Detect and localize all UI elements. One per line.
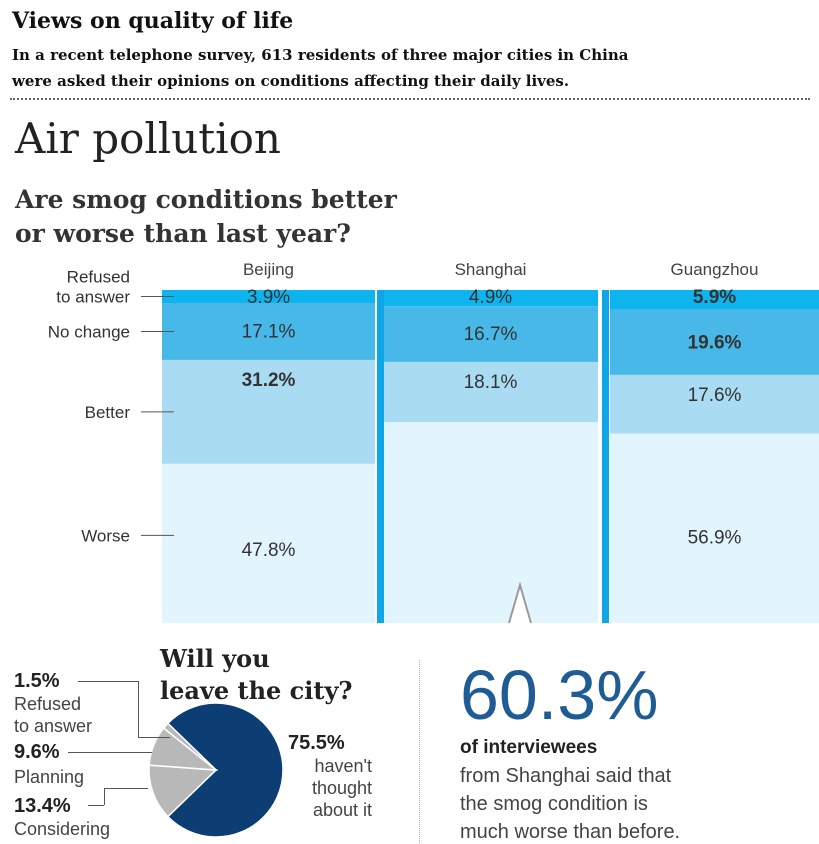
pie-label-considering-value: 13.4% <box>14 795 71 817</box>
bar-value-label-shanghai-2: 18.1% <box>464 372 518 393</box>
bar-value-label-beijing-2: 31.2% <box>242 370 296 391</box>
pie-leader-line-refused-end <box>138 737 170 738</box>
bar-value-label-guangzhou-0: 5.9% <box>693 287 736 308</box>
left-label-2-line-0: Better <box>85 403 131 422</box>
category-label-shanghai: Shanghai <box>455 260 527 279</box>
column-separator-2 <box>602 290 609 623</box>
callout-text-line-1: from Shanghai said that <box>460 765 672 787</box>
bar-value-label-beijing-3: 47.8% <box>242 540 296 561</box>
pie-leader-line-refused-vertical <box>138 681 139 737</box>
pie-label-main-value: 75.5% <box>288 732 345 754</box>
chart-question-line-1: Are smog conditions better <box>15 185 397 214</box>
bar-segment-shanghai-2 <box>383 361 598 423</box>
left-label-0-line-1: to answer <box>56 287 130 306</box>
bar-value-label-beijing-0: 3.9% <box>247 287 290 308</box>
left-label-1-line-0: No change <box>48 322 130 341</box>
pie-label-main-text-1: haven't <box>314 756 372 776</box>
pie-label-refused-text-2: to answer <box>14 716 93 736</box>
pie-leader-line-refused <box>78 681 138 682</box>
bar-value-label-beijing-1: 17.1% <box>242 321 296 342</box>
pie-title-line-2: leave the city? <box>160 676 353 705</box>
pie-title-line-1: Will you <box>160 644 270 673</box>
bar-segment-shanghai-1 <box>383 306 598 362</box>
callout-percentage: 60.3% <box>460 656 659 734</box>
pie-chart <box>148 702 284 838</box>
pie-label-considering-text: Considering <box>14 819 111 839</box>
bar-segment-guangzhou-1 <box>610 309 819 375</box>
pie-slice-0 <box>166 702 284 838</box>
pie-leader-line-considering-end <box>104 788 148 789</box>
pie-label-refused-value: 1.5% <box>14 670 60 692</box>
bar-segment-guangzhou-2 <box>610 374 819 434</box>
bar-segment-shanghai-3 <box>383 422 598 623</box>
bar-value-label-guangzhou-1: 19.6% <box>688 332 742 353</box>
bar-value-label-shanghai-1: 16.7% <box>464 324 518 345</box>
dotted-vertical-divider <box>419 660 420 843</box>
pie-label-main-text-3: about it <box>312 800 372 820</box>
bar-value-label-shanghai-0: 4.9% <box>469 287 512 308</box>
callout-text-line-3: much worse than before. <box>460 821 681 843</box>
bar-segment-beijing-3 <box>162 463 375 623</box>
infographic-title: Views on quality of life <box>12 8 294 34</box>
intro-text-line-2: were asked their opinions on conditions … <box>12 72 570 90</box>
section-title: Air pollution <box>15 114 281 163</box>
callout-text-line-2: the smog condition is <box>460 793 648 815</box>
stacked-bar-chart: Beijing 3.9% 17.1% 31.2% 47.8% Shanghai 4.9% 16… <box>48 260 819 624</box>
bar-segment-beijing-0 <box>162 290 375 303</box>
category-label-guangzhou: Guangzhou <box>671 260 759 279</box>
bar-value-label-guangzhou-3: 56.9% <box>688 527 742 548</box>
bar-value-label-guangzhou-2: 17.6% <box>688 385 742 406</box>
pie-leader-line-planning <box>68 752 152 753</box>
left-label-0-line-0: Refused <box>67 267 130 286</box>
pie-label-main-text-2: thought <box>311 778 372 798</box>
bar-segment-shanghai-0 <box>383 290 598 307</box>
pie-label-planning-value: 9.6% <box>14 741 60 763</box>
bar-segment-beijing-1 <box>162 302 375 360</box>
pie-leader-line-considering-vertical <box>104 788 105 805</box>
pie-slice-1 <box>148 764 218 818</box>
bar-segment-beijing-2 <box>162 359 375 464</box>
dotted-divider <box>10 98 810 100</box>
pie-label-refused-text-1: Refused <box>14 694 82 714</box>
category-label-beijing: Beijing <box>243 260 294 279</box>
pie-slice-3 <box>162 722 217 771</box>
callout-bold-text: of interviewees <box>460 737 598 758</box>
bar-segment-guangzhou-3 <box>610 433 819 623</box>
column-separator-1 <box>377 290 384 623</box>
pie-leader-line-considering <box>88 805 104 806</box>
intro-text-line-1: In a recent telephone survey, 613 reside… <box>12 46 629 64</box>
bar-segment-guangzhou-0 <box>610 290 819 310</box>
callout-pointer <box>508 581 532 624</box>
pie-label-planning-text: Planning <box>14 767 85 787</box>
chart-question-line-2: or worse than last year? <box>15 219 351 248</box>
left-label-3-line-0: Worse <box>81 526 130 545</box>
